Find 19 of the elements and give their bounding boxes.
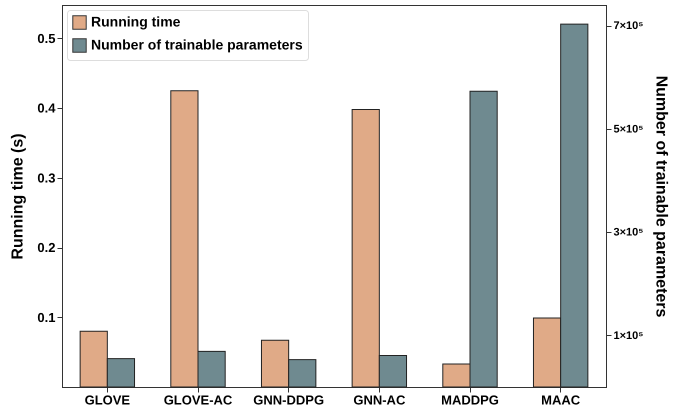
y-tick-label: 0.3 bbox=[37, 170, 56, 186]
x-tick-label: GNN-DDPG bbox=[253, 392, 324, 408]
x-tick-label: GLOVE-AC bbox=[164, 392, 233, 408]
y2-axis-title: Number of trainable parameters bbox=[652, 76, 670, 318]
y-tick-label: 0.1 bbox=[37, 310, 56, 325]
x-tick-label: GNN-AC bbox=[353, 392, 406, 408]
x-tick-label: MADDPG bbox=[441, 392, 499, 408]
y2-tick-label: 1×10⁵ bbox=[614, 330, 644, 342]
x-tick-label: MAAC bbox=[541, 392, 581, 408]
y-tick-label: 0.5 bbox=[37, 30, 56, 46]
legend-label: Number of trainable parameters bbox=[91, 36, 303, 52]
y-axis-title: Running time (s) bbox=[9, 133, 26, 260]
legend-label: Running time bbox=[91, 14, 181, 30]
y-tick-label: 0.2 bbox=[37, 240, 56, 256]
y2-tick-label: 3×10⁵ bbox=[614, 226, 644, 239]
x-tick-label: GLOVE bbox=[84, 392, 130, 408]
y2-tick-label: 7×10⁵ bbox=[614, 20, 644, 32]
y-tick-label: 0.4 bbox=[37, 100, 56, 116]
y2-tick-label: 5×10⁵ bbox=[614, 123, 644, 136]
